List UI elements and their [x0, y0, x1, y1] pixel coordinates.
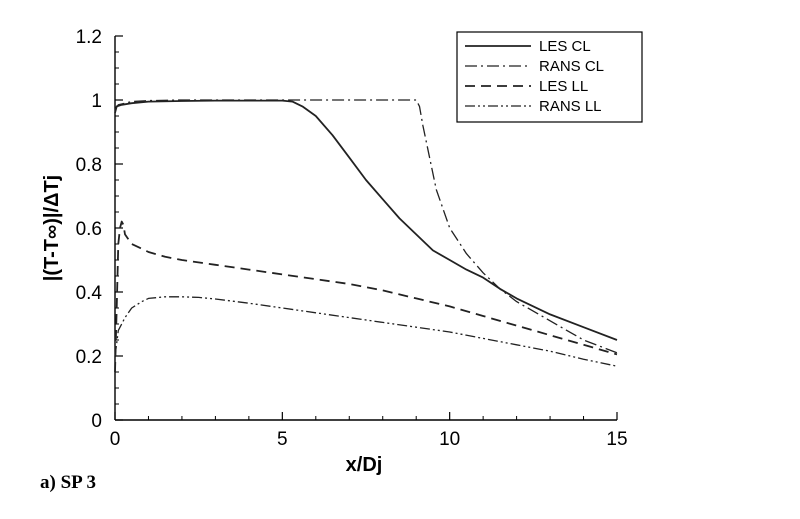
- x-tick-label: 0: [110, 429, 121, 450]
- series-line-les-ll: [114, 220, 618, 373]
- legend-label: LES CL: [539, 38, 591, 55]
- legend-label: RANS CL: [539, 58, 604, 75]
- legend-label: RANS LL: [539, 98, 602, 115]
- legend-box: [456, 31, 643, 123]
- y-tick-label: 1.2: [76, 27, 102, 48]
- axes: 0 5 10 15 0 0.2 0.4 0.6 0.8 1 1.2: [76, 27, 628, 450]
- y-tick-label: 0.6: [76, 219, 102, 240]
- series-line-rans-cl: [114, 99, 618, 354]
- legend-label: LES LL: [539, 78, 588, 95]
- legend: LES CL RANS CL LES LL RANS LL: [456, 31, 643, 123]
- series-layer: [114, 99, 618, 373]
- x-tick-label: 5: [277, 429, 288, 450]
- x-axis-title: x/Dj: [346, 454, 383, 476]
- y-tick-label: 0.8: [76, 155, 102, 176]
- figure-caption: a) SP 3: [40, 472, 96, 493]
- y-tick-label: 0.4: [76, 283, 103, 304]
- y-tick-label: 1: [91, 91, 102, 112]
- x-tick-label: 15: [606, 429, 627, 450]
- y-axis-title: |(T-T∞)|/ΔTj: [41, 175, 63, 281]
- x-tick-label: 10: [439, 429, 460, 450]
- y-tick-label: 0: [91, 411, 102, 432]
- series-line-les-cl: [114, 99, 618, 341]
- y-tick-label: 0.2: [76, 347, 102, 368]
- series-line-rans-ll: [114, 296, 618, 367]
